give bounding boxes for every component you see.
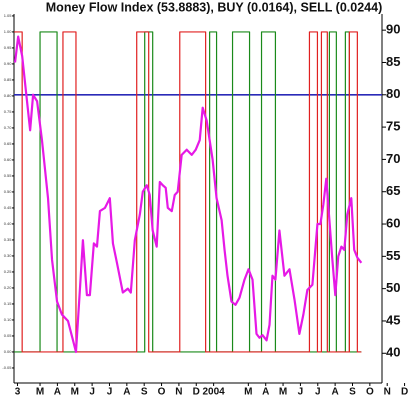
x-tick-label: J xyxy=(315,387,321,398)
y2-tick-label: 0.45 xyxy=(4,205,13,210)
y2-tick-label: 0.65 xyxy=(4,141,13,146)
y-tick-label: 90 xyxy=(386,22,400,37)
x-tick-label: A xyxy=(332,387,339,398)
y-tick-label: 60 xyxy=(386,215,400,230)
x-tick-label: A xyxy=(123,387,130,398)
y2-tick-label: 0.80 xyxy=(4,93,13,98)
x-tick-label: S xyxy=(141,387,148,398)
y2-tick-label: 0.70 xyxy=(4,125,13,130)
x-tick-label: J xyxy=(107,387,113,398)
y-tick-label: 70 xyxy=(386,151,400,166)
x-tick-label: S xyxy=(349,387,356,398)
series-line xyxy=(14,31,362,353)
y2-tick-label: 0.40 xyxy=(4,221,13,226)
x-tick-label: O xyxy=(158,387,166,398)
x-tick-label: O xyxy=(366,387,374,398)
y2-tick-label: 0.30 xyxy=(4,253,13,258)
x-tick-label: D xyxy=(193,387,200,398)
y2-tick-label: 0.90 xyxy=(4,61,13,66)
x-tick-label: N xyxy=(175,387,182,398)
x-tick-label: M xyxy=(244,387,252,398)
y2-tick-label: 0.85 xyxy=(4,77,13,82)
y2-tick-label: 0.55 xyxy=(4,173,13,178)
x-tick-label: M xyxy=(36,387,44,398)
x-tick-label: D xyxy=(401,387,408,398)
x-tick-label: A xyxy=(262,387,269,398)
y2-tick-label: 0.05 xyxy=(4,333,13,338)
y-tick-label: 45 xyxy=(386,312,400,327)
chart-title: Money Flow Index (53.8883), BUY (0.0164)… xyxy=(46,0,382,14)
x-tick-label: M xyxy=(279,387,287,398)
y2-tick-label: 0.15 xyxy=(4,301,13,306)
y-tick-label: 40 xyxy=(386,345,400,360)
y2-tick-label: 0.00 xyxy=(4,349,13,354)
y2-tick-label: 1.00 xyxy=(4,29,13,34)
x-tick-label: J xyxy=(298,387,304,398)
y2-tick-label: 0.25 xyxy=(4,269,13,274)
y2-tick-label: -0.05 xyxy=(2,365,12,370)
x-tick-label: N xyxy=(384,387,391,398)
y2-tick-label: 0.60 xyxy=(4,157,13,162)
y-tick-label: 75 xyxy=(386,119,400,134)
y2-tick-label: 0.95 xyxy=(4,45,13,50)
y-tick-label: 85 xyxy=(386,54,400,69)
series-line xyxy=(13,35,363,354)
y2-tick-label: 0.35 xyxy=(4,237,13,242)
x-tick-label: J xyxy=(89,387,95,398)
y-tick-label: 80 xyxy=(386,86,400,101)
y2-tick-label: 0.20 xyxy=(4,285,13,290)
y-tick-label: 50 xyxy=(386,280,400,295)
x-tick-label: 3 xyxy=(15,387,21,398)
y2-tick-label: 0.10 xyxy=(4,317,13,322)
y2-tick-label: 0.75 xyxy=(4,109,13,114)
x-tick-label: 2004 xyxy=(202,387,225,398)
y-tick-label: 55 xyxy=(386,248,400,263)
y-tick-label: 65 xyxy=(386,183,400,198)
x-tick-label: M xyxy=(71,387,79,398)
x-tick-label: A xyxy=(54,387,61,398)
y2-tick-label: 1.05 xyxy=(4,13,13,18)
y2-tick-label: 0.50 xyxy=(4,189,13,194)
